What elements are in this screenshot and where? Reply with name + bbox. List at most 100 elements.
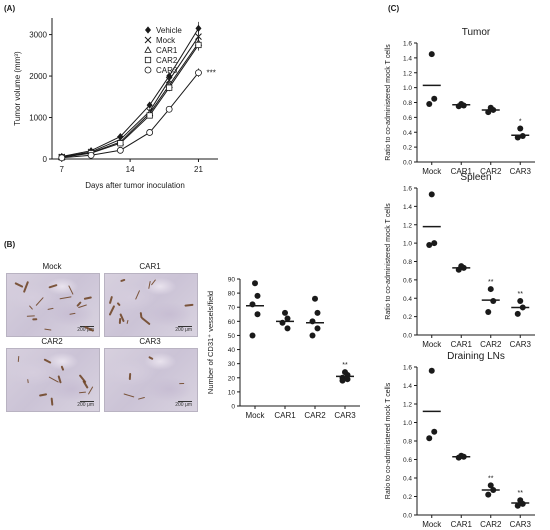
y-tick-label: 1.0 bbox=[403, 85, 412, 92]
data-point bbox=[428, 51, 435, 58]
data-point bbox=[146, 101, 153, 109]
category-label: Mock bbox=[422, 520, 442, 529]
vessel-stain bbox=[32, 318, 38, 321]
vessel-stain bbox=[84, 296, 93, 300]
vessel-stain bbox=[14, 282, 24, 288]
y-tick-label: 0.4 bbox=[403, 296, 412, 303]
y-tick-label: 50 bbox=[228, 333, 236, 340]
vessel-stain bbox=[78, 391, 86, 394]
y-tick-label: 0.8 bbox=[403, 439, 412, 446]
data-point bbox=[282, 309, 288, 316]
panel-label-b: (B) bbox=[4, 240, 16, 249]
micrograph-title-car3: CAR3 bbox=[139, 337, 161, 346]
series-line bbox=[61, 28, 199, 158]
data-point bbox=[116, 146, 124, 154]
y-tick-label: 2000 bbox=[29, 72, 47, 81]
series-line bbox=[61, 44, 199, 158]
micrograph-title-mock: Mock bbox=[42, 262, 62, 271]
data-point bbox=[166, 84, 173, 91]
category-label: CAR2 bbox=[480, 520, 502, 529]
x-tick-label: 7 bbox=[60, 165, 65, 174]
data-point bbox=[431, 240, 438, 247]
data-point bbox=[426, 100, 433, 107]
y-tick-label: 0 bbox=[231, 404, 235, 411]
vessel-stain bbox=[39, 392, 48, 397]
vessel-stain bbox=[48, 283, 58, 289]
vessel-stain bbox=[108, 304, 116, 316]
data-point bbox=[514, 310, 521, 317]
y-tick-label: 0.2 bbox=[403, 494, 412, 501]
data-point bbox=[485, 309, 492, 316]
data-point bbox=[517, 298, 524, 305]
significance-label: * bbox=[519, 119, 522, 126]
scale-bar: 200 μm bbox=[77, 402, 94, 408]
vessel-stain bbox=[122, 393, 134, 398]
y-tick-label: 0.4 bbox=[403, 476, 412, 483]
legend-label: CAR2 bbox=[156, 56, 178, 65]
chart-title: Tumor bbox=[462, 27, 491, 38]
y-tick-label: 60 bbox=[228, 319, 236, 326]
vessel-stain bbox=[59, 296, 72, 300]
micrograph-title-car2: CAR2 bbox=[41, 337, 63, 346]
y-tick-label: 1.4 bbox=[403, 383, 412, 390]
data-point bbox=[165, 105, 173, 113]
vessel-stain bbox=[87, 386, 94, 396]
data-point bbox=[455, 454, 462, 461]
series-line bbox=[61, 72, 199, 159]
chart-title: Spleen bbox=[460, 172, 491, 183]
y-tick-label: 0.4 bbox=[403, 130, 412, 137]
data-point bbox=[314, 325, 321, 332]
vessel-stain bbox=[151, 279, 157, 286]
vessel-stain bbox=[43, 328, 51, 331]
vessel-stain bbox=[50, 398, 54, 407]
x-tick-label: 14 bbox=[126, 165, 135, 174]
vessel-stain bbox=[108, 295, 113, 304]
data-point bbox=[312, 295, 318, 302]
vessel-stain bbox=[68, 284, 74, 295]
data-point bbox=[249, 332, 256, 339]
category-label: CAR1 bbox=[451, 520, 473, 529]
y-axis-label: Tumor volume (mm³) bbox=[13, 51, 22, 126]
y-tick-label: 90 bbox=[228, 277, 236, 284]
data-point bbox=[195, 24, 202, 32]
y-tick-label: 1.2 bbox=[403, 222, 412, 229]
data-point bbox=[485, 491, 492, 498]
y-tick-label: 1000 bbox=[29, 114, 47, 123]
scale-bar: 200 μm bbox=[77, 327, 94, 333]
vessel-stain bbox=[61, 366, 65, 372]
data-point bbox=[344, 376, 351, 383]
data-point bbox=[339, 377, 346, 384]
significance-label: ** bbox=[518, 490, 524, 497]
category-label: Mock bbox=[422, 167, 442, 176]
significance-label: *** bbox=[206, 69, 215, 78]
category-label: CAR3 bbox=[510, 340, 532, 349]
y-tick-label: 20 bbox=[228, 375, 236, 382]
data-point bbox=[517, 125, 524, 132]
data-point bbox=[284, 325, 291, 332]
vessel-stain bbox=[140, 316, 151, 325]
vessel-stain bbox=[26, 379, 29, 384]
series-line bbox=[61, 36, 199, 158]
y-tick-label: 1.0 bbox=[403, 420, 412, 427]
vessel-stain bbox=[178, 383, 184, 385]
legend-marker bbox=[144, 66, 152, 74]
vessel-stain bbox=[184, 303, 194, 307]
legend-label: Vehicle bbox=[156, 26, 182, 35]
scale-bar: 200 μm bbox=[175, 327, 192, 333]
data-point bbox=[309, 332, 316, 339]
data-point bbox=[254, 292, 261, 299]
y-tick-label: 0.8 bbox=[403, 259, 412, 266]
category-label: CAR1 bbox=[451, 167, 473, 176]
micrograph-mock: 200 μm bbox=[6, 273, 100, 337]
y-tick-label: 40 bbox=[228, 347, 236, 354]
data-point bbox=[426, 435, 433, 442]
panel-label-c: (C) bbox=[388, 4, 400, 13]
significance-label: ** bbox=[342, 362, 348, 369]
data-point bbox=[166, 72, 173, 80]
y-tick-label: 0.6 bbox=[403, 277, 412, 284]
category-label: CAR2 bbox=[480, 167, 502, 176]
category-label: CAR1 bbox=[451, 340, 473, 349]
legend-marker bbox=[144, 56, 152, 64]
vessel-stain bbox=[47, 307, 54, 311]
micrograph-car2: 200 μm bbox=[6, 348, 100, 412]
